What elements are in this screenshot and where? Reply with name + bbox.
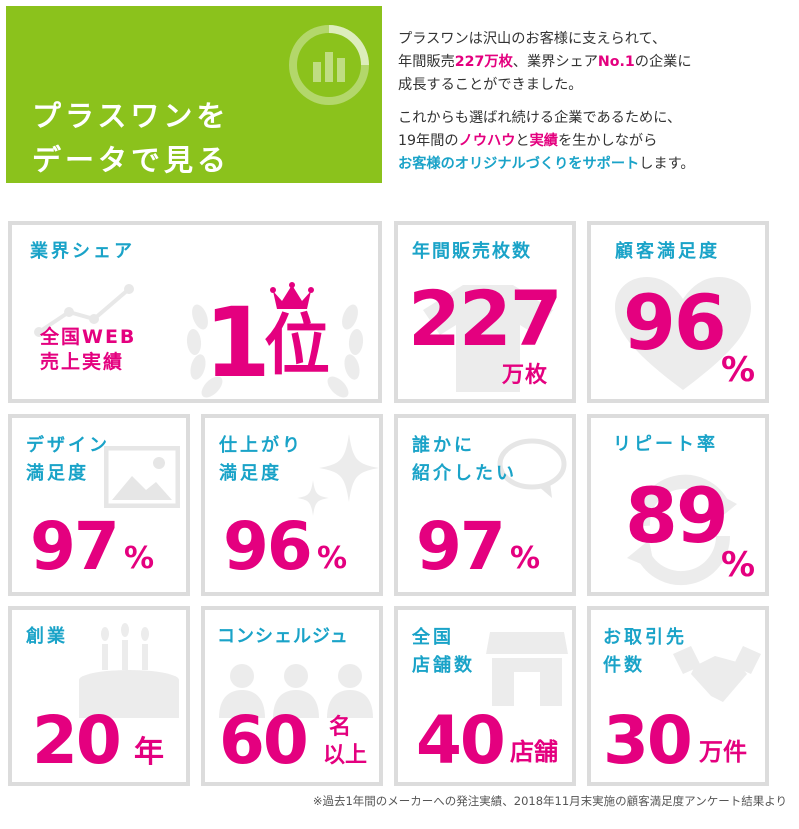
- tile-label-line1: 仕上がり: [219, 435, 303, 456]
- banner-title-line2: データで見る: [32, 143, 231, 177]
- share-value: 1: [204, 287, 271, 399]
- tile-label-line1: デザイン: [26, 435, 110, 456]
- picture-icon: [104, 446, 180, 508]
- tile-label: デザイン 満足度: [26, 432, 110, 488]
- tile-label: お取引先 件数: [603, 624, 687, 680]
- concierge-value: 60: [219, 702, 309, 779]
- intro-paragraph-1: プラスワンは沢山のお客様に支えられて、 年間販売227万枚、業界シェアNo.1の…: [398, 28, 793, 97]
- share-unit: 位: [264, 307, 330, 384]
- intro-text: プラスワンは沢山のお客様に支えられて、 年間販売227万枚、業界シェアNo.1の…: [398, 28, 793, 186]
- handshake-icon: [673, 646, 761, 702]
- satisfaction-unit: %: [721, 350, 756, 390]
- hero-banner: プラスワンを データで見る: [6, 6, 382, 183]
- repeat-value: 89: [625, 471, 729, 560]
- tile-label: 仕上がり 満足度: [219, 432, 303, 488]
- stat-tile-concierge: コンシェルジュ 60 名 以上: [201, 606, 383, 786]
- stat-tile-design: デザイン 満足度 97 %: [8, 414, 190, 596]
- heart-icon: [615, 277, 751, 390]
- tile-label-line1: 全国: [412, 627, 454, 648]
- crown-icon: [270, 282, 314, 309]
- laurel-icon: [186, 304, 364, 398]
- tile-label-line1: 誰かに: [412, 435, 475, 456]
- tile-label: 業界シェア: [30, 241, 135, 262]
- tile-label: 全国 店舗数: [412, 624, 475, 680]
- cycle-arrows-icon: [627, 474, 737, 586]
- recommend-value: 97: [416, 508, 506, 585]
- annual-value: 227: [408, 274, 563, 363]
- people-icon: [219, 664, 373, 718]
- intro-text-span: 19年間の: [398, 133, 459, 149]
- footnote: ※過去1年間のメーカーへの発注実績、2018年11月末実施の顧客満足度アンケート…: [312, 794, 787, 808]
- store-icon: [486, 632, 568, 706]
- finish-value: 96: [223, 508, 313, 585]
- annual-unit: 万枚: [502, 363, 549, 388]
- stores-value: 40: [416, 702, 506, 779]
- share-sub-line1: 全国WEB: [40, 326, 137, 348]
- tile-label: 創業: [26, 626, 68, 647]
- intro-highlight: No.1: [597, 54, 635, 70]
- clients-value: 30: [603, 702, 693, 779]
- banner-title-line1: プラスワンを: [32, 99, 230, 133]
- founded-unit: 年: [134, 735, 164, 770]
- share-sub: 全国WEB 売上実績: [40, 325, 136, 375]
- tile-label-line2: 店舗数: [412, 655, 475, 676]
- stat-tile-repeat: リピート率 89 %: [587, 414, 769, 596]
- clients-unit: 万件: [699, 738, 747, 766]
- design-unit: %: [124, 541, 155, 576]
- intro-text-span: と: [515, 133, 530, 149]
- tile-label: コンシェルジュ: [217, 626, 349, 647]
- concierge-unit-line1: 名: [329, 715, 352, 740]
- design-value: 97: [30, 508, 120, 585]
- tile-label-line1: お取引先: [603, 627, 687, 648]
- intro-text-span: 年間販売: [398, 54, 455, 70]
- intro-highlight: 227万枚: [454, 54, 513, 70]
- founded-value: 20: [32, 702, 122, 779]
- stat-tile-share: 業界シェア 全国WEB 売上実績 1 位: [8, 221, 382, 403]
- stat-tile-clients: お取引先 件数 30 万件: [587, 606, 769, 786]
- tile-label: 顧客満足度: [615, 241, 720, 262]
- trend-line-icon: [34, 284, 134, 337]
- finish-unit: %: [317, 541, 348, 576]
- intro-paragraph-2: これからも選ばれ続ける企業であるために、 19年間のノウハウと実績を生かしながら…: [398, 107, 793, 176]
- stat-tile-finish: 仕上がり 満足度 96 %: [201, 414, 383, 596]
- banner-title: プラスワンを データで見る: [32, 94, 230, 182]
- stores-unit: 店舗: [510, 738, 558, 766]
- chart-ring-icon: [289, 25, 369, 105]
- share-sub-line2: 売上実績: [40, 351, 125, 373]
- intro-text-span: これからも選ばれ続ける企業であるために、: [398, 110, 682, 126]
- tile-label-line2: 紹介したい: [412, 463, 517, 484]
- tile-label: 誰かに 紹介したい: [412, 432, 517, 488]
- tile-label-line2: 満足度: [26, 463, 89, 484]
- tile-label-line2: 満足度: [219, 463, 282, 484]
- satisfaction-value: 96: [623, 278, 727, 367]
- intro-text-span: します。: [639, 156, 695, 172]
- cake-icon: [79, 623, 179, 718]
- intro-text-span: 成長することができました。: [398, 77, 583, 93]
- intro-highlight: お客様のオリジナルづくりをサポート: [398, 156, 640, 172]
- tile-label: リピート率: [613, 434, 718, 455]
- sparkle-icon: [297, 434, 379, 516]
- concierge-unit-line2: 以上: [323, 743, 368, 768]
- speech-bubble-icon: [497, 438, 567, 498]
- stat-tile-stores: 全国 店舗数 40 店舗: [394, 606, 576, 786]
- intro-highlight: 実績: [529, 133, 558, 149]
- intro-text-span: 、業界シェア: [512, 54, 598, 70]
- intro-text-span: を生かしながら: [557, 133, 658, 149]
- tile-label: 年間販売枚数: [412, 241, 532, 262]
- stat-tile-satisfaction: 顧客満足度 96 %: [587, 221, 769, 403]
- tile-label-line2: 件数: [603, 655, 645, 676]
- concierge-unit: 名 以上: [323, 714, 367, 770]
- intro-text-span: の企業に: [634, 54, 692, 70]
- stat-tile-recommend: 誰かに 紹介したい 97 %: [394, 414, 576, 596]
- stat-tile-founded: 創業 20 年: [8, 606, 190, 786]
- stat-tile-annual-sales: 年間販売枚数 227 万枚: [394, 221, 576, 403]
- intro-highlight: ノウハウ: [458, 133, 516, 149]
- intro-text-span: プラスワンは沢山のお客様に支えられて、: [398, 31, 667, 47]
- repeat-unit: %: [721, 545, 756, 585]
- recommend-unit: %: [510, 541, 541, 576]
- tshirt-icon: [423, 285, 553, 392]
